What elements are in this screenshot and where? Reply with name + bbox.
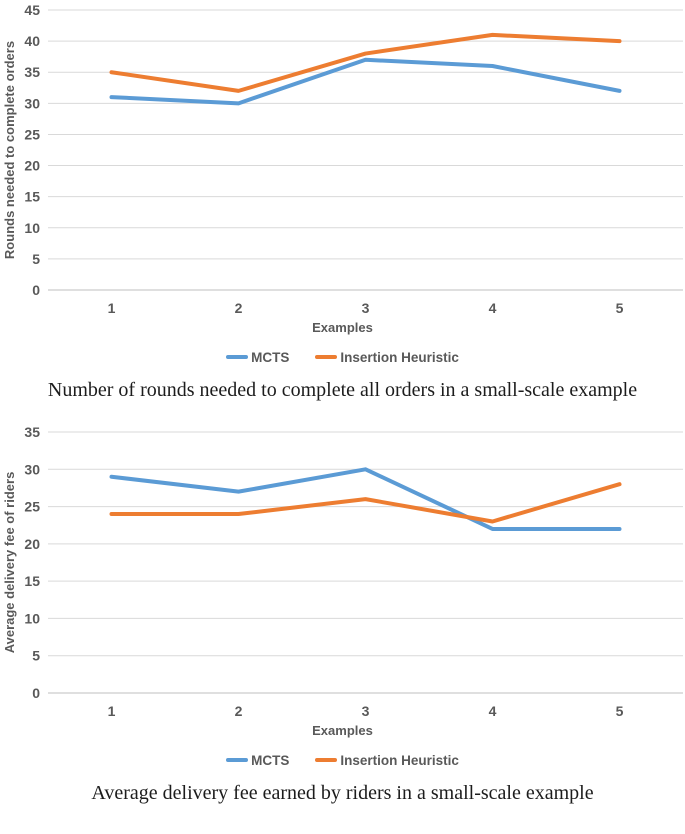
figure-caption: Number of rounds needed to complete all … (47, 379, 638, 401)
y-tick-label: 45 (24, 2, 40, 18)
y-tick-label: 0 (32, 685, 40, 701)
x-axis-title: Examples (312, 320, 373, 335)
x-tick-label: 5 (616, 703, 624, 719)
y-tick-label: 0 (32, 282, 40, 298)
legend-label-mcts: MCTS (251, 349, 290, 365)
series-line-insertion-heuristic (109, 32, 622, 93)
x-tick-label: 4 (489, 703, 497, 719)
x-tick-label: 1 (108, 300, 116, 316)
y-tick-label: 10 (24, 220, 40, 236)
figure-caption: Average delivery fee earned by riders in… (91, 782, 594, 804)
y-tick-label: 10 (24, 610, 40, 626)
x-axis-tick-labels: 1 2 3 4 5 (108, 300, 624, 316)
y-tick-label: 20 (24, 158, 40, 174)
x-axis-tick-labels: 1 2 3 4 5 (108, 703, 624, 719)
x-tick-label: 3 (362, 300, 370, 316)
y-axis-tick-labels: 35 30 25 20 15 10 5 0 (24, 424, 40, 701)
series-line-mcts (109, 467, 622, 531)
legend-label-insertion-heuristic: Insertion Heuristic (340, 349, 459, 365)
legend-item-mcts: MCTS (226, 753, 289, 768)
x-tick-label: 2 (235, 300, 243, 316)
y-tick-label: 30 (24, 95, 40, 111)
x-tick-label: 2 (235, 703, 243, 719)
legend: MCTS Insertion Heuristic (0, 348, 685, 366)
y-tick-label: 25 (24, 126, 40, 142)
y-tick-label: 35 (24, 424, 40, 440)
insertion-heuristic-line-swatch (315, 355, 338, 359)
y-tick-label: 20 (24, 536, 40, 552)
mcts-line-swatch (226, 758, 249, 762)
y-tick-label: 35 (24, 64, 40, 80)
legend-item-mcts: MCTS (226, 350, 289, 365)
y-tick-label: 30 (24, 461, 40, 477)
y-tick-label: 25 (24, 499, 40, 515)
series-line-insertion-heuristic (109, 482, 622, 524)
insertion-heuristic-line-swatch (315, 758, 338, 762)
x-tick-label: 3 (362, 703, 370, 719)
x-tick-label: 5 (616, 300, 624, 316)
y-axis-title: Rounds needed to complete orders (2, 41, 17, 259)
legend-label-mcts: MCTS (251, 752, 290, 768)
x-tick-label: 4 (489, 300, 497, 316)
legend-item-insertion-heuristic: Insertion Heuristic (315, 753, 459, 768)
series-line-mcts (109, 57, 622, 106)
mcts-line-swatch (226, 355, 249, 359)
legend-item-insertion-heuristic: Insertion Heuristic (315, 350, 459, 365)
y-tick-label: 5 (32, 251, 40, 267)
gridlines (48, 9, 683, 291)
y-tick-label: 15 (24, 573, 40, 589)
y-tick-label: 40 (24, 33, 40, 49)
y-tick-label: 15 (24, 189, 40, 205)
figure-delivery-fee: 35 30 25 20 15 10 5 0 Average delivery fee of ri… (0, 414, 685, 805)
figure-rounds: 45 40 35 30 25 20 15 10 5 0 Rounds needed to compl… (0, 0, 685, 402)
legend: MCTS Insertion Heuristic (0, 751, 685, 769)
x-tick-label: 1 (108, 703, 116, 719)
y-axis-title: Average delivery fee of riders (2, 472, 17, 654)
legend-label-insertion-heuristic: Insertion Heuristic (340, 752, 459, 768)
y-tick-label: 5 (32, 648, 40, 664)
y-axis-tick-labels: 45 40 35 30 25 20 15 10 5 0 (24, 2, 40, 298)
x-axis-title: Examples (312, 723, 373, 738)
